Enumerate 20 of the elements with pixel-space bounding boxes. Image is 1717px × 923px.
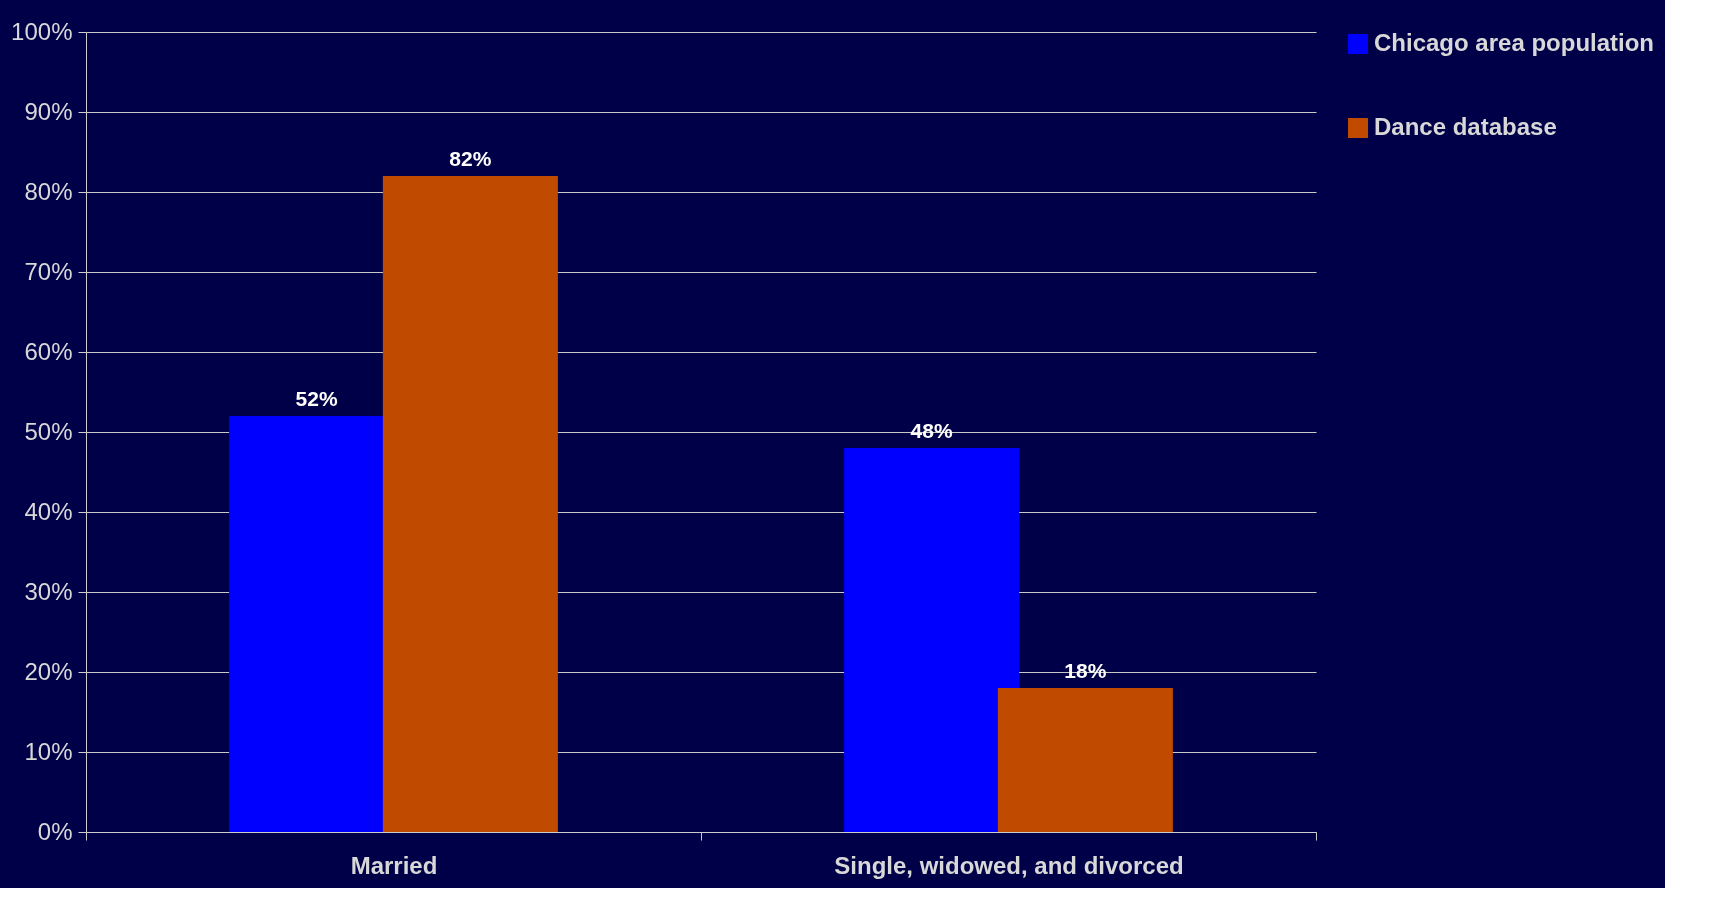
legend-label: Chicago area population	[1374, 29, 1655, 56]
y-tick-label: 50%	[24, 417, 73, 445]
y-tick-label: 0%	[37, 817, 73, 845]
x-tick-label: Single, widowed, and divorced	[834, 851, 1184, 879]
x-tick-label: Married	[350, 851, 438, 879]
bar	[382, 176, 558, 832]
bar	[997, 688, 1173, 832]
legend-label: Dance database	[1374, 113, 1557, 140]
y-tick-label: 10%	[24, 737, 73, 765]
data-label: 52%	[295, 387, 338, 410]
y-tick-label: 20%	[24, 657, 73, 685]
y-tick-label: 30%	[24, 577, 73, 605]
y-tick-label: 100%	[11, 17, 73, 45]
data-label: 82%	[449, 147, 492, 170]
y-tick-label: 70%	[24, 257, 73, 285]
y-tick-label: 40%	[24, 497, 73, 525]
bar	[844, 448, 1020, 832]
y-tick-label: 60%	[24, 337, 73, 365]
y-tick-label: 90%	[24, 97, 73, 125]
y-tick-label: 80%	[24, 177, 73, 205]
